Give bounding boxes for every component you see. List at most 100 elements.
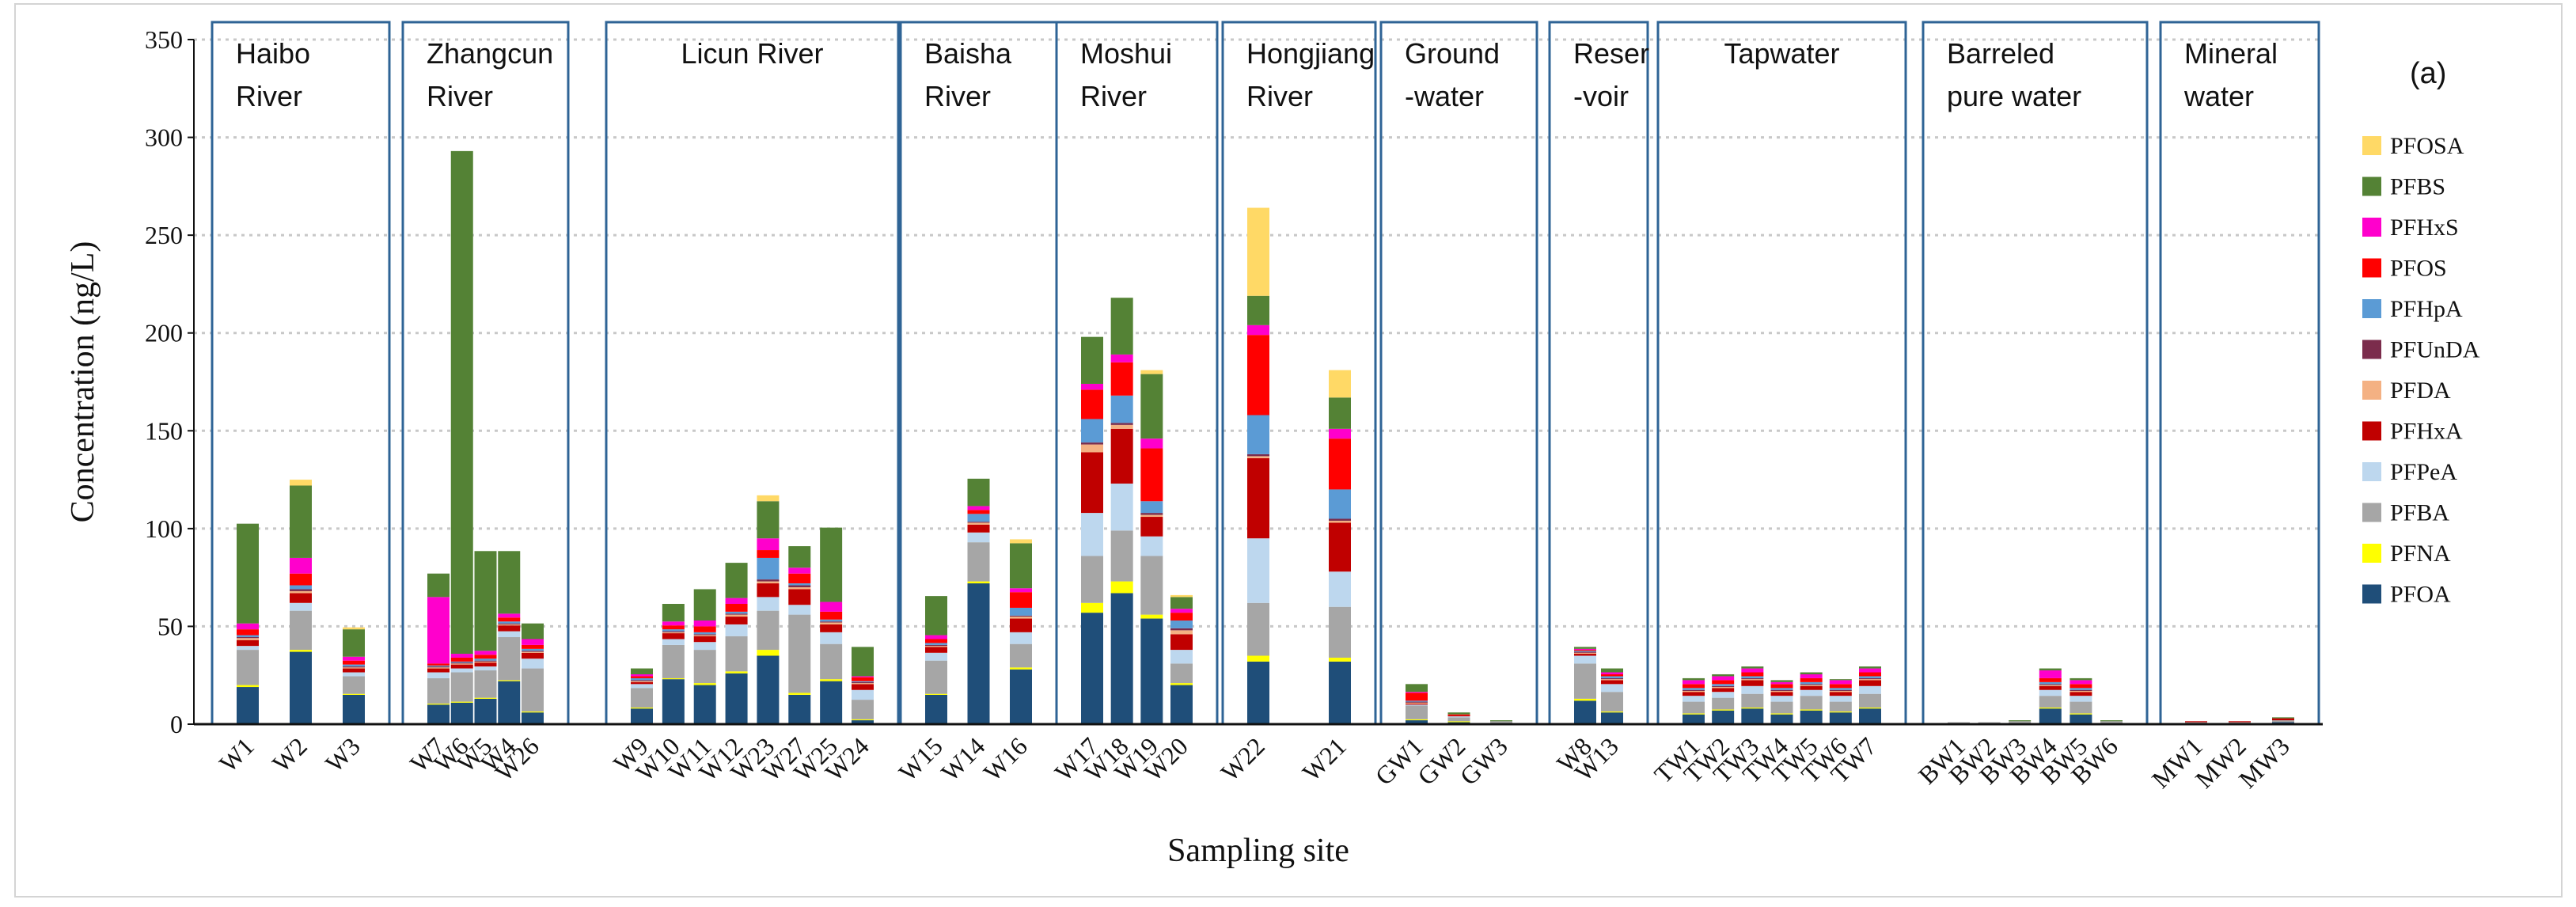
bar-segment-pfhxa [1247, 457, 1269, 539]
bar-segment-pfhxa [757, 583, 780, 598]
bar-segment-pfda [290, 590, 312, 594]
bar-segment-pfos [498, 617, 521, 622]
bar-segment-pfbs [1601, 668, 1623, 673]
bar-segment-pfpea [967, 532, 990, 543]
legend-label: PFUnDA [2390, 337, 2480, 363]
x-tick-label: W21 [1297, 731, 1352, 786]
bar-segment-pfpea [1829, 696, 1852, 702]
bar-segment-pfbs [631, 668, 653, 674]
bar-segment-pfhxa [1447, 715, 1470, 717]
bar-segment-pfhxa [1140, 517, 1163, 537]
y-tick-label: 150 [145, 416, 183, 445]
bar-segment-pfbs [474, 551, 497, 651]
bar-segment-pfos [2070, 684, 2092, 689]
bar-segment-pfunda [1081, 442, 1103, 445]
bar-segment-pfda [1247, 456, 1269, 458]
bar-segment-pfbs [2009, 720, 2032, 722]
legend-swatch-pfna [2362, 544, 2381, 563]
bar-segment-pfhxs [925, 635, 947, 639]
bar-segment-pfba [427, 677, 450, 704]
bar-segment-pfpea [852, 689, 874, 700]
bar-segment-pfpea [1741, 685, 1764, 694]
bar-segment-pfba [2009, 721, 2032, 723]
legend-swatch-pfhxs [2362, 218, 2381, 237]
bar-segment-pfba [1829, 701, 1852, 712]
group-label: River [427, 80, 493, 112]
bar-segment-pfbs [967, 478, 990, 507]
legend-label: PFBS [2390, 174, 2445, 200]
bar-segment-pfna [788, 693, 811, 695]
bar-segment-pfbs [450, 150, 473, 655]
bar-segment-pfhxs [1110, 354, 1133, 362]
bar-segment-pfda [1741, 679, 1764, 681]
legend-swatch-pfpea [2362, 462, 2381, 481]
legend-label: PFHxS [2390, 214, 2459, 241]
bar-segment-pfhxs [1712, 676, 1735, 681]
bar-segment-pfoa [1081, 613, 1103, 724]
bar-segment-pfhxa [290, 593, 312, 603]
bar-segment-pfhxa [1170, 634, 1193, 651]
bar-segment-pfba [237, 650, 259, 685]
bar-segment-pfos [757, 550, 780, 558]
bar-segment-pfoa [757, 655, 780, 724]
bar-segment-pfunda [2039, 684, 2062, 685]
legend-label: PFDA [2390, 378, 2451, 404]
bar-segment-pfda [967, 522, 990, 525]
bar-segment-pfbs [1447, 712, 1470, 715]
bar-segment-pfda [757, 581, 780, 584]
bar-segment-pfhpa [290, 585, 312, 590]
y-tick-label: 0 [170, 710, 183, 738]
bar-segment-pfpea [1170, 650, 1193, 664]
bar-segment-pfda [1829, 690, 1852, 693]
bar-segment-pfhxa [925, 647, 947, 653]
bar-segment-pfba [522, 668, 544, 712]
bar-segment-pfos [1247, 335, 1269, 416]
bar-segment-pfos [1170, 613, 1193, 621]
bar-segment-pfunda [1683, 689, 1705, 691]
bar-segment-pfoa [343, 694, 365, 724]
bar-segment-pfhxs [1010, 588, 1032, 593]
group-label: Zhangcun [427, 37, 553, 70]
bar-segment-pfbs [788, 546, 811, 568]
bar-segment-pfba [1247, 602, 1269, 656]
bar-segment-pfpea [474, 666, 497, 671]
bar-segment-pfhxs [820, 602, 843, 612]
bar-segment-pfoa [237, 687, 259, 724]
bar-segment-pfna [237, 685, 259, 688]
bar-segment-pfhpa [2039, 681, 2062, 685]
bar-segment-pfhxa [725, 617, 748, 624]
group-label: Ground [1405, 37, 1500, 70]
bar-segment-pfunda [1770, 689, 1793, 691]
bar-segment-pfhxs [498, 613, 521, 618]
x-tick-label: MW1 [2146, 731, 2208, 793]
bar-segment-pfhxs [1406, 692, 1428, 693]
bar-segment-pfhpa [852, 681, 874, 682]
bar-segment-pfbs [1329, 397, 1351, 429]
bar-segment-pfba [1010, 643, 1032, 668]
bar-segment-pfos [1010, 592, 1032, 608]
bar-segment-pfpea [1010, 632, 1032, 644]
bar-segment-pfunda [474, 660, 497, 662]
bar-segment-pfbs [1741, 666, 1764, 669]
bar-segment-pfoa [1170, 685, 1193, 724]
bar-segment-pfna [1574, 698, 1596, 701]
bar-segment-pfoa [631, 708, 653, 724]
bar-segment-pfunda [757, 579, 780, 582]
bar-segment-pfhpa [1329, 489, 1351, 519]
bar-segment-pfunda [1329, 518, 1351, 521]
bar-segment-pfna [1247, 655, 1269, 662]
group-label: River [1080, 80, 1147, 112]
bar-segment-pfhxs [1770, 681, 1793, 685]
bar-segment-pfba [1770, 701, 1793, 714]
bar-segment-pfhxa [631, 681, 653, 685]
legend-swatch-pfoa [2362, 584, 2381, 604]
group-box [1221, 21, 1377, 726]
bar-segment-pfba [693, 650, 716, 684]
bar-segment-pfoa [1140, 618, 1163, 724]
bar-segment-pfosa [1170, 594, 1193, 598]
bar-segment-pfbs [290, 485, 312, 558]
bar-segment-pfunda [1741, 677, 1764, 680]
bar-segment-pfba [1447, 717, 1470, 722]
legend-label: PFOSA [2390, 133, 2464, 159]
group-label: -water [1405, 80, 1484, 112]
